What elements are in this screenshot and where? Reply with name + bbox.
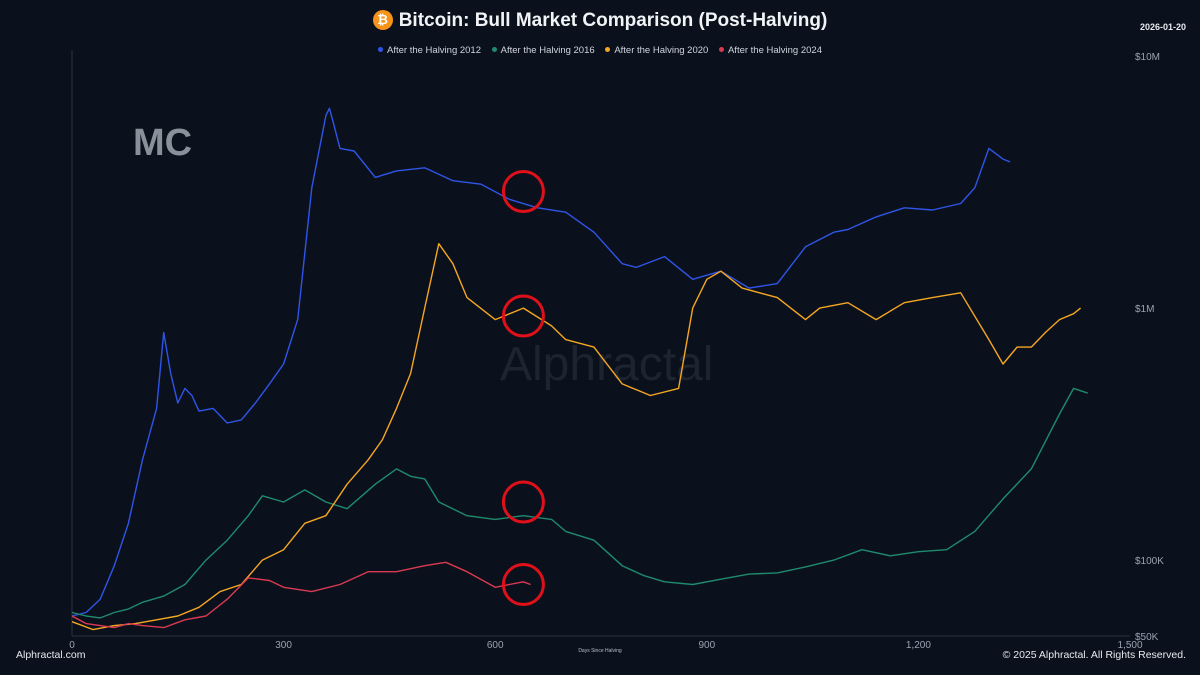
footer-copyright: © 2025 Alphractal. All Rights Reserved. (1002, 649, 1186, 661)
x-tick-label: 900 (698, 640, 715, 651)
y-tick-label: $10M (1135, 52, 1160, 63)
watermark: Alphractal MC (133, 122, 713, 391)
y-tick-label: $1M (1135, 304, 1154, 315)
x-axis: 0 300 600 900 1,200 1,500 (69, 640, 1143, 651)
highlight-circle (501, 563, 545, 607)
legend-marker-2012 (378, 47, 383, 52)
chart-date: 2026-01-20 (1139, 22, 1186, 32)
y-axis: $10M $1M $100K $50K (1135, 52, 1164, 643)
highlight-circle (501, 170, 545, 214)
legend-item-2016[interactable]: After the Halving 2016 (491, 45, 595, 56)
y-tick-label: $50K (1135, 632, 1159, 643)
legend-label-2024: After the Halving 2024 (727, 45, 822, 56)
x-tick-label: 0 (69, 640, 75, 651)
legend-marker-2020 (605, 47, 611, 52)
legend-label-2012: After the Halving 2012 (387, 45, 482, 56)
highlight-circles (501, 170, 545, 607)
x-tick-label: 1,500 (1117, 640, 1142, 651)
legend-item-2020[interactable]: After the Halving 2020 (605, 45, 708, 56)
legend-item-2012[interactable]: After the Halving 2012 (378, 45, 481, 56)
chart-title-text: Bitcoin: Bull Market Comparison (Post-Ha… (398, 10, 828, 31)
highlight-circle (501, 294, 545, 338)
line-2020-series (71, 242, 1082, 631)
x-tick-label: 1,200 (906, 640, 931, 651)
line-2016-series (71, 387, 1088, 619)
legend-marker-2024 (718, 47, 724, 52)
footer-site: Alphractal.com (16, 649, 86, 661)
highlight-circle (501, 480, 545, 524)
x-tick-label: 300 (275, 640, 292, 651)
x-axis-title: Days Since Halving (578, 648, 622, 654)
mc-logo: MC (133, 122, 192, 164)
bitcoin-icon: ₿ (372, 10, 393, 30)
line-2012-series (71, 107, 1011, 617)
chart-title: ₿ Bitcoin: Bull Market Comparison (Post-H… (0, 10, 1200, 32)
legend-label-2020: After the Halving 2020 (614, 45, 709, 56)
legend-item-2024[interactable]: After the Halving 2024 (718, 45, 822, 56)
chart-legend: After the Halving 2012 After the Halving… (0, 45, 1200, 56)
x-tick-label: 600 (487, 640, 504, 651)
legend-label-2016: After the Halving 2016 (500, 45, 595, 56)
line-2024-series (71, 561, 531, 629)
legend-marker-2016 (491, 47, 497, 52)
y-tick-label: $100K (1135, 556, 1164, 567)
